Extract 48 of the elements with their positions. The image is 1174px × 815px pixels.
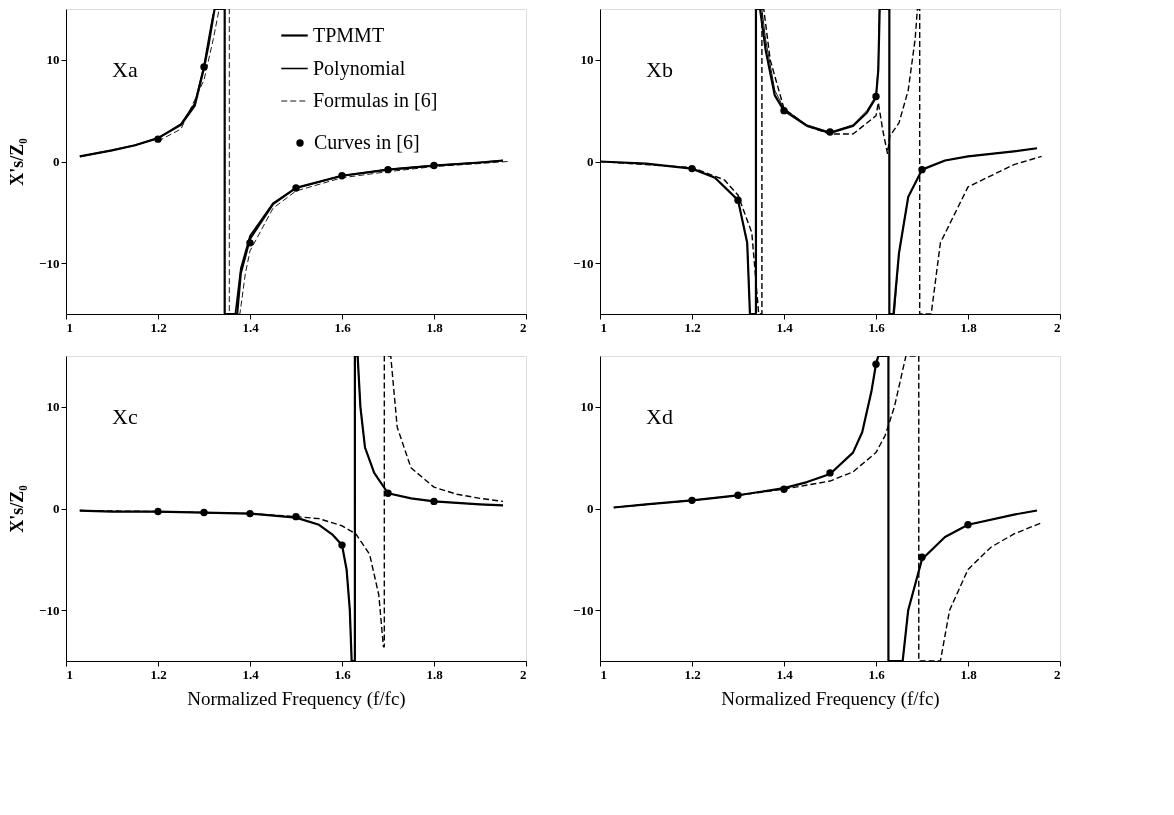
y-tick-label: 0 (53, 154, 60, 169)
x-axis-title: Normalized Frequency (f/fc) (721, 687, 940, 710)
y-tick-label: −10 (39, 255, 60, 271)
x-tick-label: 2 (1054, 319, 1061, 335)
x-tick-label: 1.2 (150, 666, 167, 682)
y-tick-label: −10 (39, 602, 60, 618)
y-axis-title: X's/Z₀ (7, 485, 28, 533)
y-tick-label: 10 (580, 399, 594, 415)
y-tick-label: 0 (587, 154, 594, 169)
legend-label: Curves in [6] (314, 131, 420, 153)
legend-label: Formulas in [6] (313, 89, 438, 111)
x-tick-label: 1.4 (776, 666, 794, 682)
y-tick-label: −10 (573, 255, 594, 271)
y-tick-label: 10 (580, 52, 594, 68)
annotation: Xa (112, 57, 138, 82)
annotation: Xd (646, 404, 673, 429)
x-tick-label: 1.6 (334, 319, 352, 335)
x-tick-label: 2 (520, 319, 527, 335)
x-tick-label: 1.4 (776, 319, 794, 335)
y-tick-label: 0 (587, 501, 594, 516)
x-tick-label: 1.6 (868, 666, 886, 682)
x-tick-label: 2 (1054, 666, 1061, 682)
x-tick-label: 1 (600, 666, 607, 682)
x-tick-label: 1.8 (960, 319, 978, 335)
x-tick-label: 1.2 (150, 319, 167, 335)
x-tick-label: 1 (66, 319, 73, 335)
x-tick-label: 2 (520, 666, 527, 682)
x-tick-label: 1 (600, 319, 607, 335)
y-axis-title: X's/Z₀ (7, 138, 28, 186)
annotation: Xc (112, 404, 138, 429)
y-tick-label: −10 (573, 602, 594, 618)
y-tick-label: 10 (46, 52, 60, 68)
annotation: Xb (646, 57, 673, 82)
x-tick-label: 1.4 (242, 319, 260, 335)
y-tick-label: 10 (46, 399, 60, 415)
x-tick-label: 1 (66, 666, 73, 682)
x-axis-title: Normalized Frequency (f/fc) (187, 687, 406, 710)
x-tick-label: 1.8 (960, 666, 978, 682)
y-tick-label: 0 (53, 501, 60, 516)
x-tick-label: 1.8 (426, 319, 444, 335)
x-tick-label: 1.4 (242, 666, 260, 682)
legend-label: TPMMT (313, 23, 385, 46)
x-tick-label: 1.2 (684, 319, 701, 335)
legend-label: Polynomial (313, 56, 406, 80)
x-tick-label: 1.8 (426, 666, 444, 682)
x-tick-label: 1.6 (868, 319, 886, 335)
x-tick-label: 1.2 (684, 666, 701, 682)
x-tick-label: 1.6 (334, 666, 352, 682)
